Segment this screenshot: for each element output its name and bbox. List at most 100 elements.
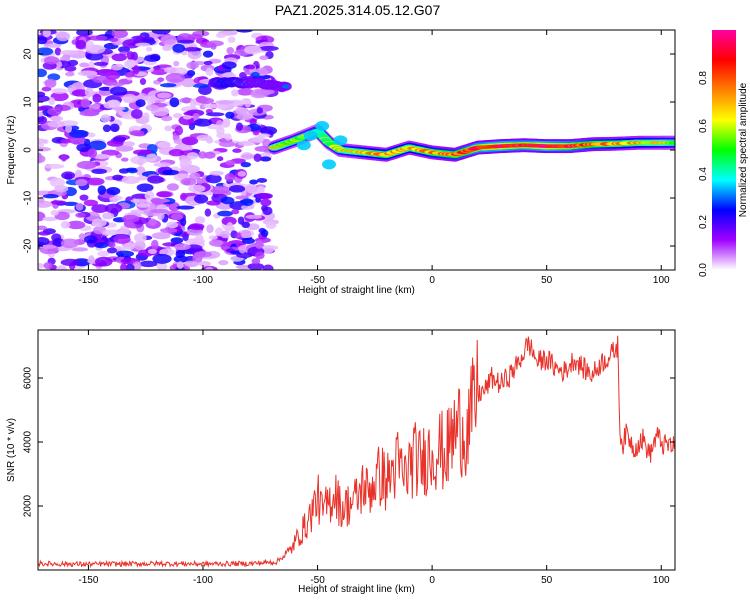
noise-blob bbox=[130, 198, 149, 204]
noise-blob bbox=[148, 218, 157, 226]
noise-blob bbox=[240, 161, 252, 168]
x-tick-label: -50 bbox=[310, 575, 325, 586]
noise-blob bbox=[194, 216, 206, 224]
noise-blob bbox=[179, 192, 188, 201]
noise-blob bbox=[210, 185, 231, 195]
noise-blob bbox=[106, 186, 121, 196]
noise-blob bbox=[144, 190, 155, 201]
noise-blob bbox=[174, 125, 184, 136]
heatmap-y-axis-label: Frequency (Hz) bbox=[6, 116, 17, 185]
noise-blob bbox=[236, 113, 253, 121]
noise-blob bbox=[75, 202, 84, 211]
noise-blob bbox=[109, 123, 120, 133]
x-tick-label: -100 bbox=[193, 275, 213, 286]
noise-blob bbox=[255, 192, 273, 200]
noise-blob bbox=[38, 95, 50, 103]
noise-blob bbox=[136, 202, 151, 208]
noise-blob bbox=[187, 49, 202, 60]
noise-blob bbox=[160, 34, 177, 45]
snr-y-axis-label: SNR (10 * v/v) bbox=[6, 418, 17, 482]
noise-blob bbox=[102, 124, 112, 133]
noise-blob bbox=[110, 64, 123, 71]
noise-blob bbox=[85, 40, 95, 51]
transition-blob bbox=[322, 159, 337, 170]
noise-blob bbox=[80, 98, 90, 108]
noise-blob bbox=[235, 106, 247, 116]
noise-blob bbox=[261, 205, 269, 212]
noise-blob bbox=[235, 264, 252, 270]
noise-blob bbox=[159, 83, 177, 88]
noise-blob bbox=[113, 234, 131, 244]
noise-blob bbox=[112, 174, 124, 181]
noise-blob bbox=[216, 156, 224, 162]
noise-blob bbox=[241, 98, 251, 104]
noise-blob bbox=[203, 151, 216, 159]
noise-blob bbox=[38, 153, 43, 163]
noise-blob bbox=[61, 171, 76, 180]
noise-blob bbox=[220, 196, 235, 205]
noise-blob bbox=[94, 242, 109, 249]
noise-blob bbox=[188, 184, 206, 193]
noise-blob bbox=[109, 86, 128, 96]
noise-blob bbox=[186, 152, 199, 160]
noise-blob bbox=[60, 238, 80, 249]
noise-blob bbox=[122, 214, 140, 223]
noise-blob bbox=[203, 103, 220, 109]
noise-blob bbox=[217, 210, 234, 217]
noise-blob bbox=[254, 240, 264, 249]
noise-blob bbox=[259, 126, 278, 136]
noise-blob bbox=[202, 50, 214, 58]
noise-blob bbox=[51, 88, 68, 94]
x-tick-label: 50 bbox=[541, 275, 553, 286]
noise-blob bbox=[253, 153, 262, 162]
noise-blob bbox=[235, 122, 244, 131]
noise-blob bbox=[133, 232, 147, 243]
noise-blob bbox=[44, 78, 57, 89]
noise-blob bbox=[198, 261, 211, 267]
snr-series-line bbox=[38, 335, 675, 569]
noise-blob bbox=[108, 99, 121, 108]
noise-blob bbox=[265, 221, 277, 230]
noise-blob bbox=[88, 35, 108, 41]
noise-blob bbox=[180, 77, 196, 88]
noise-blob bbox=[258, 45, 279, 52]
noise-blob bbox=[92, 93, 102, 103]
transition-blob bbox=[303, 130, 318, 141]
x-tick-label: -50 bbox=[310, 275, 325, 286]
noise-blob bbox=[141, 36, 155, 43]
noise-blob bbox=[91, 168, 107, 175]
noise-blob bbox=[43, 56, 60, 65]
noise-blob bbox=[123, 242, 136, 251]
noise-blob bbox=[208, 235, 219, 240]
noise-blob bbox=[135, 99, 146, 107]
noise-blob bbox=[247, 262, 265, 270]
noise-blob bbox=[216, 132, 227, 139]
noise-blob bbox=[262, 264, 274, 270]
noise-blob bbox=[170, 213, 183, 221]
noise-blob bbox=[192, 83, 210, 88]
noise-blob bbox=[71, 247, 89, 252]
x-tick-label: -150 bbox=[78, 575, 98, 586]
heatmap-plot-area bbox=[38, 30, 675, 270]
noise-blob bbox=[39, 244, 57, 249]
colorbar-tick-label: 0.8 bbox=[698, 71, 709, 85]
noise-blob bbox=[205, 112, 225, 117]
noise-blob bbox=[122, 39, 141, 49]
noise-blob bbox=[203, 60, 213, 66]
noise-blob bbox=[49, 177, 65, 188]
noise-blob bbox=[119, 225, 130, 236]
noise-blob bbox=[38, 68, 47, 78]
y-tick-label: 0 bbox=[23, 147, 34, 153]
noise-blob bbox=[170, 237, 184, 244]
noise-blob bbox=[100, 114, 112, 123]
noise-blob bbox=[162, 169, 179, 176]
noise-blob bbox=[83, 235, 98, 244]
noise-blob bbox=[151, 30, 171, 35]
noise-blob bbox=[156, 262, 168, 270]
noise-blob bbox=[215, 99, 235, 105]
noise-blob bbox=[93, 61, 109, 66]
y-tick-label: 20 bbox=[23, 48, 34, 60]
y-tick-label: -10 bbox=[23, 190, 34, 205]
noise-blob bbox=[91, 204, 109, 213]
transition-blob bbox=[333, 135, 348, 146]
